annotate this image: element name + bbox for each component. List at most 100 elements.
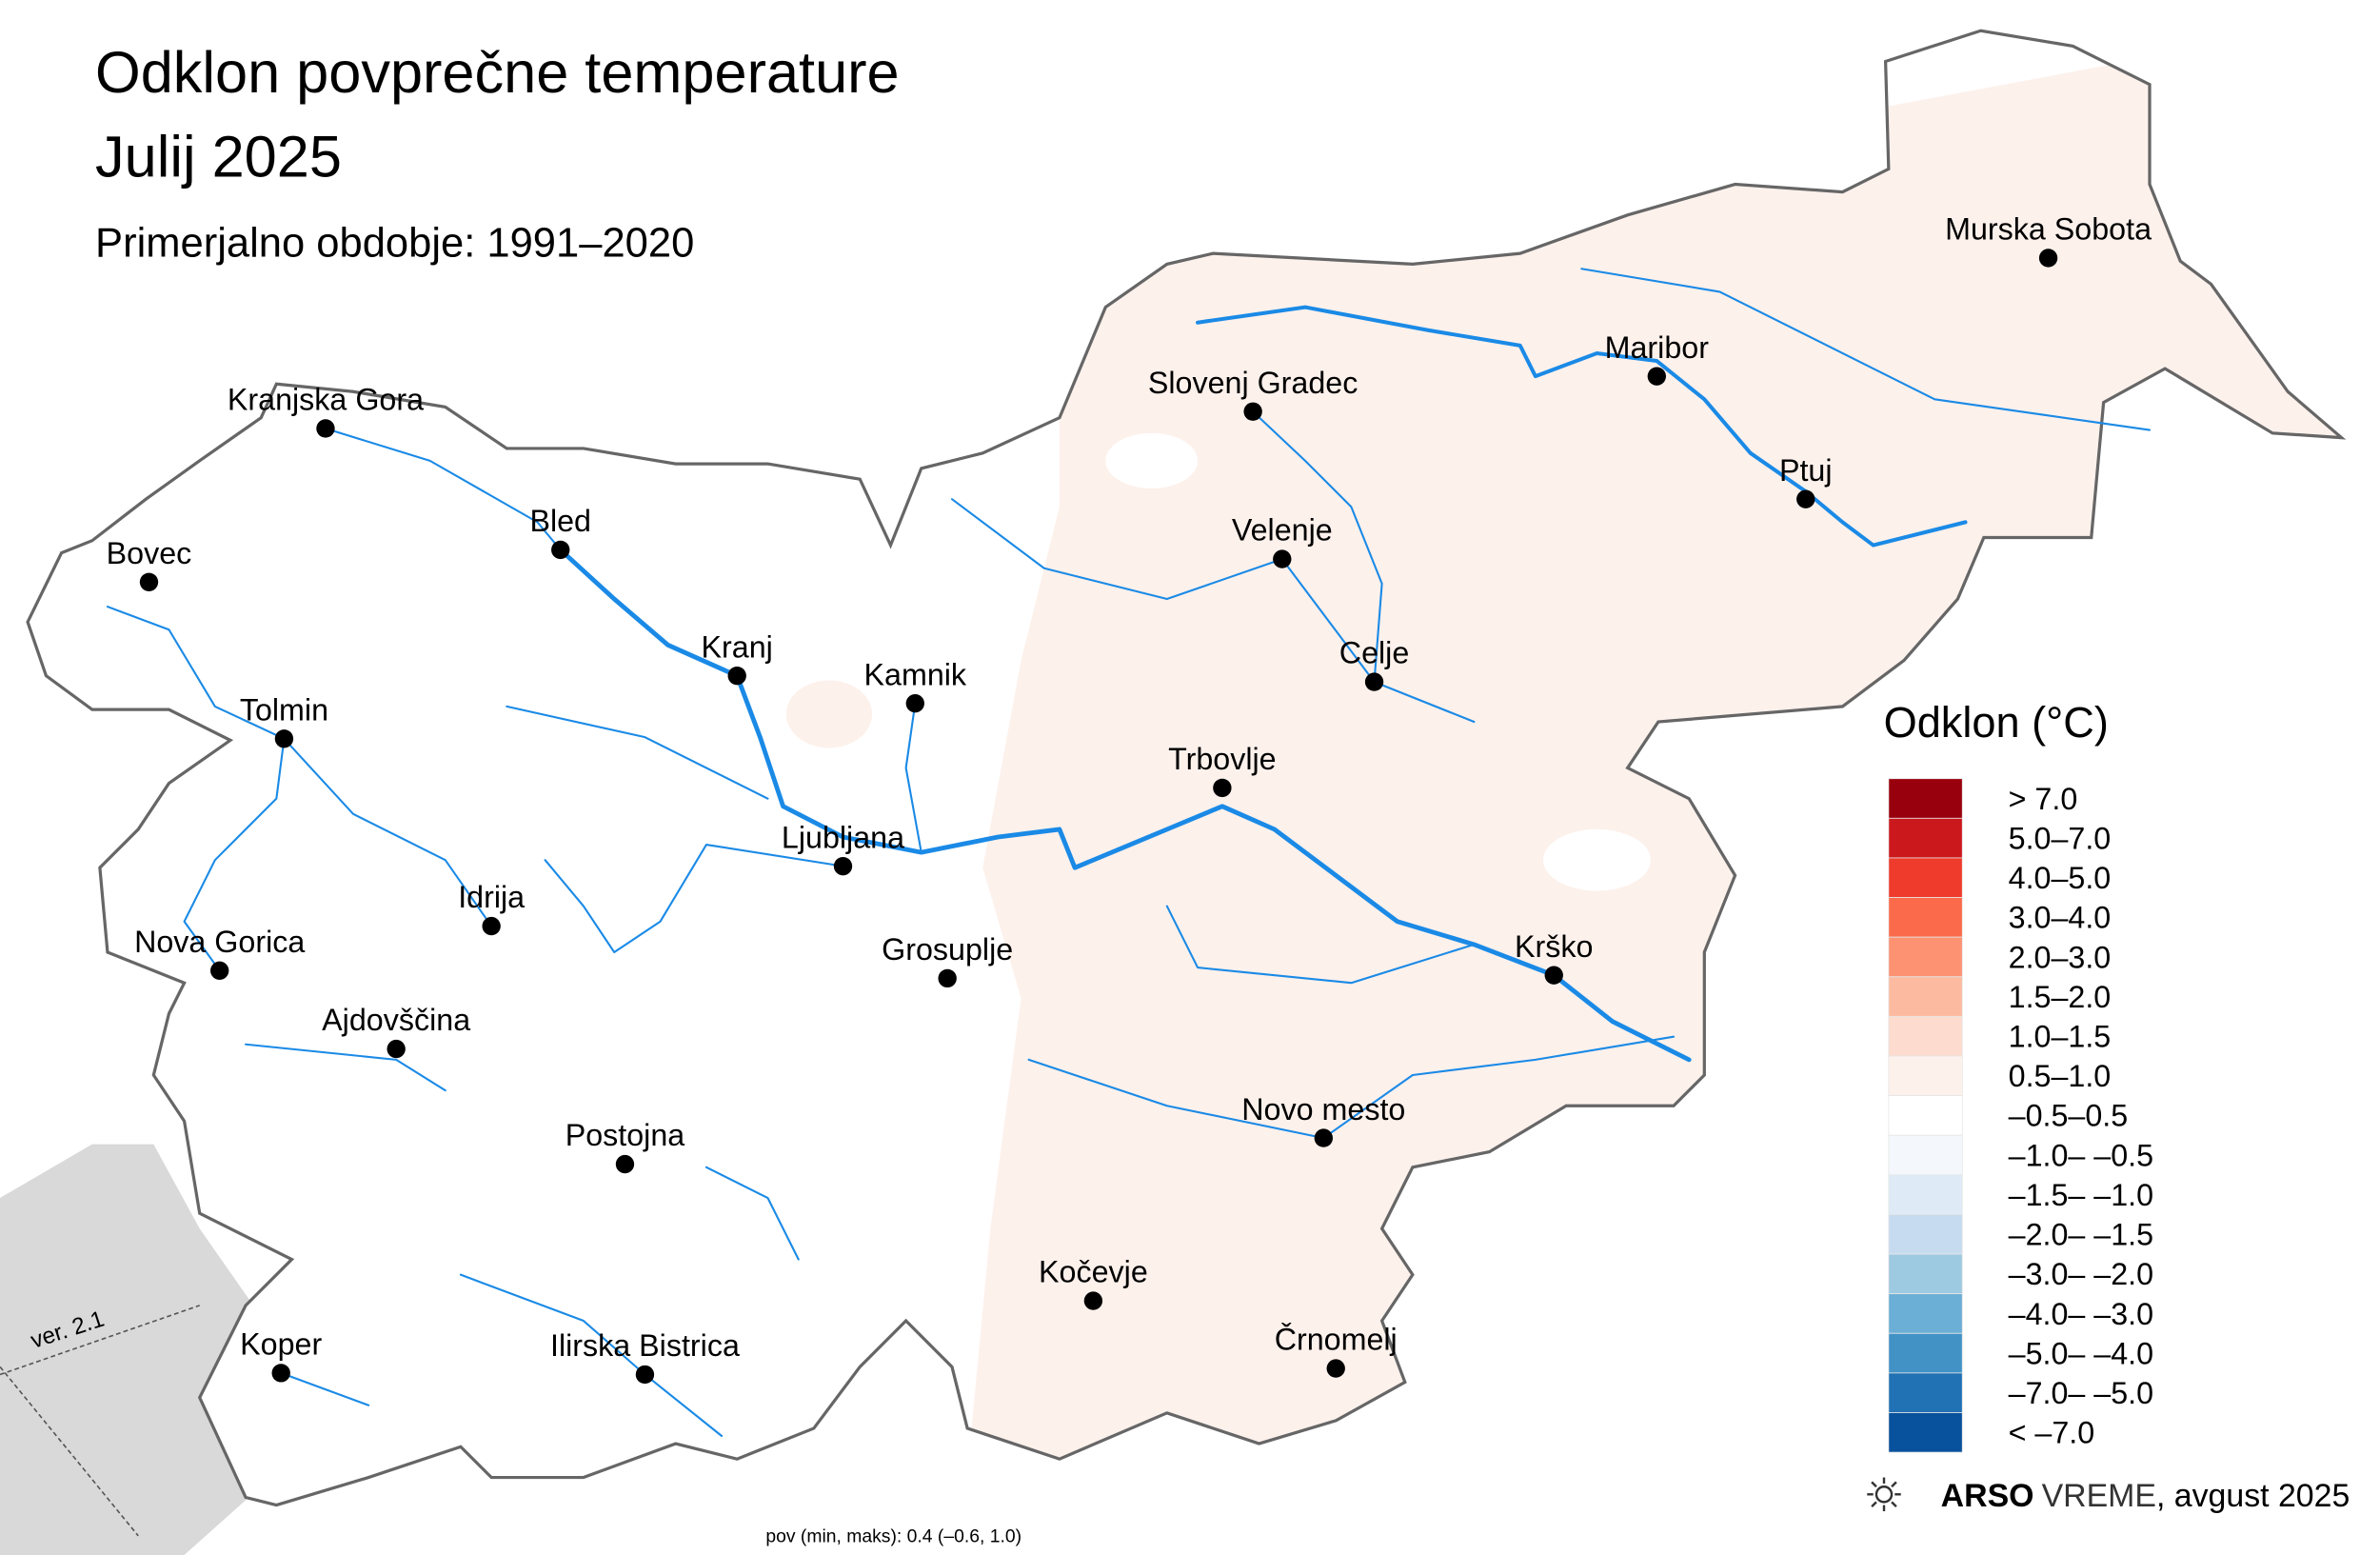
- city-dot: [274, 729, 294, 748]
- city-dot: [482, 916, 501, 936]
- city-label: Nova Gorica: [134, 925, 305, 959]
- legend-title: Odklon (°C): [1884, 698, 2109, 747]
- legend-label: –0.5–0.5: [2009, 1099, 2129, 1133]
- city-dot: [271, 1364, 290, 1383]
- city-label: Maribor: [1605, 330, 1710, 365]
- city-dot: [2038, 249, 2058, 268]
- city-dot: [1364, 672, 1384, 691]
- city-label: Ajdovščina: [322, 1003, 470, 1037]
- city: Murska Sobota: [1945, 212, 2152, 268]
- cities: Kranjska Gora Bled Bovec Kranj Kamnik Tolmin L…: [107, 212, 2152, 1385]
- legend-swatch: [1888, 1055, 1963, 1097]
- city-dot: [139, 572, 159, 591]
- city-label: Kranj: [702, 629, 773, 664]
- city-dot: [938, 968, 957, 988]
- city-dot: [905, 694, 924, 713]
- city: Celje: [1339, 636, 1409, 691]
- city-dot: [833, 856, 853, 876]
- legend-label: 5.0–7.0: [2009, 821, 2112, 855]
- date: , avgust 2025: [2156, 1478, 2350, 1514]
- legend-label: –4.0– –3.0: [2009, 1297, 2153, 1331]
- stats: pov (min, maks): 0.4 (–0.6, 1.0): [765, 1525, 1021, 1546]
- city: Postojna: [565, 1118, 684, 1174]
- city-dot: [615, 1154, 635, 1174]
- city: Bled: [529, 504, 591, 560]
- city-label: Tolmin: [240, 692, 328, 727]
- logo: [1867, 1477, 1901, 1512]
- legend-swatch: [1888, 1332, 1963, 1374]
- legend-swatch: [1888, 1134, 1963, 1176]
- legend-swatch: [1888, 1214, 1963, 1255]
- brand: ARSO: [1941, 1478, 2034, 1514]
- city-dot: [1796, 489, 1815, 508]
- legend-label: 0.5–1.0: [2009, 1059, 2112, 1093]
- legend-swatch: [1888, 897, 1963, 938]
- city-label: Grosuplje: [882, 932, 1013, 967]
- legend-label: –5.0– –4.0: [2009, 1336, 2153, 1370]
- city-label: Kočevje: [1039, 1255, 1148, 1289]
- city: Krško: [1515, 929, 1593, 985]
- city-label: Kranjska Gora: [228, 383, 424, 417]
- legend-label: 2.0–3.0: [2009, 940, 2112, 974]
- legend-label: < –7.0: [2009, 1416, 2095, 1450]
- legend-label: –7.0– –5.0: [2009, 1376, 2153, 1410]
- city-label: Ljubljana: [782, 820, 904, 854]
- legend-swatch: [1888, 857, 1963, 898]
- legend-label: 1.5–2.0: [2009, 980, 2112, 1014]
- legend: > 7.0 5.0–7.0 4.0–5.0 3.0–4.0 2.0–3.0 1.5–2.0…: [1888, 778, 2153, 1453]
- legend-label: 3.0–4.0: [2009, 901, 2112, 935]
- city: Novo mesto: [1241, 1092, 1405, 1147]
- city-dot: [1314, 1128, 1333, 1147]
- city: Ptuj: [1779, 453, 1833, 508]
- city-dot: [1213, 778, 1232, 798]
- legend-label: –2.0– –1.5: [2009, 1218, 2153, 1252]
- city: Ilirska Bistrica: [550, 1328, 740, 1385]
- legend-swatch: [1888, 1372, 1963, 1413]
- legend-label: –1.5– –1.0: [2009, 1178, 2153, 1212]
- city-dot: [635, 1365, 655, 1385]
- legend-label: –3.0– –2.0: [2009, 1257, 2153, 1291]
- city: Ajdovščina: [322, 1003, 470, 1059]
- rivers: [106, 268, 2152, 1438]
- city-dot: [1326, 1359, 1345, 1378]
- city: Grosuplje: [882, 932, 1013, 988]
- legend-label: 4.0–5.0: [2009, 861, 2112, 895]
- city: Kočevje: [1039, 1255, 1148, 1310]
- legend-swatch: [1888, 817, 1963, 859]
- city-dot: [1544, 966, 1563, 985]
- city: Ljubljana: [782, 820, 904, 876]
- city-label: Murska Sobota: [1945, 212, 2152, 247]
- legend-label: 1.0–1.5: [2009, 1019, 2112, 1053]
- city-label: Krško: [1515, 929, 1593, 964]
- city-dot: [1243, 402, 1262, 421]
- legend-swatch: [1888, 1174, 1963, 1215]
- city-label: Ptuj: [1779, 453, 1833, 488]
- legend-swatch: [1888, 936, 1963, 978]
- city-label: Novo mesto: [1241, 1092, 1405, 1126]
- legend-swatch: [1888, 1253, 1963, 1295]
- city: Črnomelj: [1275, 1323, 1398, 1378]
- city: Velenje: [1232, 513, 1333, 568]
- city: Kranj: [702, 629, 773, 686]
- city-label: Slovenj Gradec: [1148, 366, 1359, 400]
- city: Slovenj Gradec: [1148, 366, 1359, 421]
- legend-swatch: [1888, 976, 1963, 1017]
- legend-label: –1.0– –0.5: [2009, 1138, 2153, 1172]
- city-dot: [316, 419, 335, 438]
- city-dot: [210, 961, 229, 980]
- city: Maribor: [1605, 330, 1710, 386]
- zone-warm: [785, 680, 873, 748]
- footer: ARSO VREME, avgust 2025: [1867, 1477, 2350, 1514]
- subtitle: Primerjalno obdobje: 1991–2020: [95, 220, 694, 266]
- city: Idrija: [458, 880, 525, 936]
- city: Tolmin: [240, 692, 328, 748]
- zone-warm: [960, 30, 2342, 1505]
- zone-neutral: [1105, 432, 1199, 488]
- zone-neutral: [1542, 828, 1651, 891]
- city: Nova Gorica: [134, 925, 305, 980]
- city-dot: [727, 666, 746, 686]
- title-line: Odklon povprečne temperature: [95, 40, 900, 105]
- border-line: [0, 1366, 139, 1537]
- city-label: Velenje: [1232, 513, 1333, 548]
